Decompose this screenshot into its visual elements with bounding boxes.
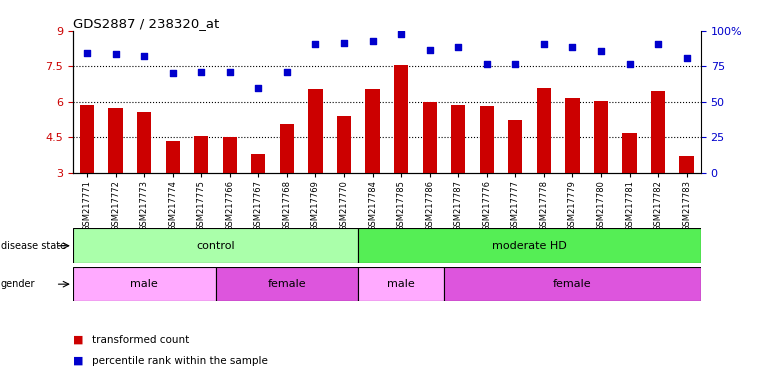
Point [595,48,607,54]
Text: male: male [130,279,158,289]
Bar [423,102,437,173]
Bar [137,113,152,173]
Point [509,61,522,67]
Text: male: male [388,279,415,289]
Bar [622,132,637,173]
Text: ■: ■ [73,335,83,345]
Point [680,55,692,61]
Bar [109,108,123,173]
Text: control: control [196,241,235,251]
Bar [480,106,494,173]
Bar [358,228,701,263]
Bar [565,98,580,173]
Point [395,31,408,37]
Bar [537,88,551,173]
Bar [451,105,465,173]
Point [624,61,636,67]
Point [195,69,208,75]
Text: female: female [553,279,591,289]
Bar [444,267,701,301]
Point [224,69,236,75]
Bar [508,119,522,173]
Text: female: female [267,279,306,289]
Bar [194,136,208,173]
Point [138,53,150,59]
Point [366,38,378,45]
Text: disease state: disease state [1,241,66,251]
Point [166,70,178,76]
Text: GDS2887 / 238320_at: GDS2887 / 238320_at [73,17,219,30]
Bar [73,228,358,263]
Bar [80,105,94,173]
Point [480,61,493,67]
Bar [308,89,322,173]
Point [110,51,122,58]
Bar [594,101,608,173]
Point [338,40,350,46]
Text: gender: gender [1,279,35,289]
Bar [223,137,237,173]
Bar [73,267,215,301]
Bar [215,267,358,301]
Bar [651,91,665,173]
Bar [365,89,380,173]
Point [281,69,293,75]
Point [309,41,322,47]
Point [424,46,436,53]
Text: moderate HD: moderate HD [493,241,567,251]
Point [452,44,464,50]
Point [566,44,578,50]
Point [81,50,93,56]
Bar [358,267,444,301]
Text: ■: ■ [73,356,83,366]
Bar [679,156,694,173]
Bar [394,65,408,173]
Bar [280,124,294,173]
Bar [251,154,266,173]
Point [252,84,264,91]
Bar [337,116,351,173]
Text: percentile rank within the sample: percentile rank within the sample [92,356,268,366]
Bar [165,141,180,173]
Point [538,41,550,47]
Point [652,41,664,47]
Text: transformed count: transformed count [92,335,189,345]
